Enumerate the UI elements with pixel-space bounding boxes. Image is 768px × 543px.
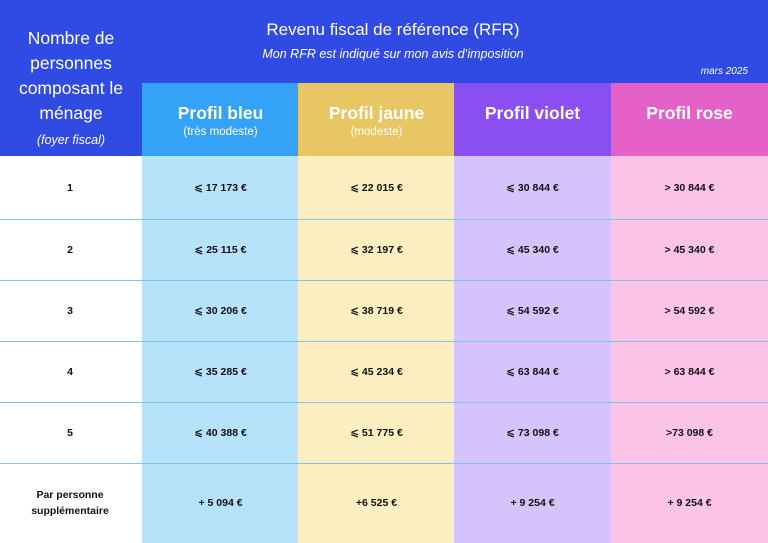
household-size-cell: Par personne supplémentaire	[31, 489, 109, 517]
income-threshold-cell: ⩽ 54 592 €	[506, 304, 559, 317]
income-threshold-cell: + 5 094 €	[198, 497, 243, 509]
profile-column-background	[298, 156, 455, 543]
household-count-label: Nombre de personnes composant le ménage	[18, 28, 124, 123]
row-divider	[0, 463, 768, 464]
profile-column-background	[454, 156, 611, 543]
income-threshold-cell: ⩽ 35 285 €	[194, 365, 247, 378]
date-label: mars 2025	[700, 66, 748, 77]
income-threshold-cell: ⩽ 45 234 €	[350, 365, 403, 378]
row-divider	[0, 219, 768, 220]
profile-name: Profil jaune	[328, 103, 425, 123]
income-threshold-cell: ⩽ 30 844 €	[506, 181, 559, 194]
income-threshold-cell: ⩽ 38 719 €	[350, 304, 403, 317]
household-count-note: (foyer fiscal)	[36, 133, 106, 147]
household-size-cell: 1	[67, 181, 73, 194]
income-threshold-cell: +6 525 €	[355, 497, 398, 509]
row-divider	[0, 341, 768, 342]
profile-name: Profil rose	[646, 103, 733, 123]
income-threshold-cell: ⩽ 17 173 €	[194, 181, 247, 194]
row-divider	[0, 402, 768, 403]
profile-note: (très modeste)	[183, 126, 258, 138]
income-threshold-cell: ⩽ 25 115 €	[194, 243, 247, 256]
income-threshold-cell: >73 098 €	[665, 426, 713, 439]
profile-column-background	[611, 156, 768, 543]
row-divider	[0, 280, 768, 281]
income-threshold-cell: > 63 844 €	[664, 365, 715, 378]
income-threshold-cell: ⩽ 40 388 €	[194, 426, 247, 439]
profile-column-header: Profil jaune (modeste)	[298, 83, 455, 156]
income-threshold-cell: > 54 592 €	[664, 304, 715, 317]
profile-column-header: Profil rose	[611, 83, 768, 156]
profile-name: Profil bleu	[177, 103, 264, 123]
profile-column-background	[142, 156, 299, 543]
household-size-cell: 3	[67, 304, 73, 317]
income-threshold-cell: + 9 254 €	[510, 497, 555, 509]
income-threshold-cell: ⩽ 22 015 €	[350, 181, 403, 194]
income-threshold-cell: > 30 844 €	[664, 181, 715, 194]
income-threshold-cell: ⩽ 51 775 €	[350, 426, 403, 439]
household-count-header: Nombre de personnes composant le ménage …	[0, 26, 142, 150]
page-subtitle: Mon RFR est indiqué sur mon avis d’impos…	[262, 47, 524, 61]
household-size-cell: 5	[67, 426, 73, 439]
income-threshold-cell: > 45 340 €	[664, 243, 715, 256]
household-size-cell: 4	[67, 365, 73, 378]
income-threshold-cell: ⩽ 45 340 €	[506, 243, 559, 256]
household-size-cell: 2	[67, 243, 73, 256]
income-threshold-cell: ⩽ 63 844 €	[506, 365, 559, 378]
income-threshold-cell: ⩽ 73 098 €	[506, 426, 559, 439]
profile-name: Profil violet	[484, 103, 581, 123]
profile-column-header: Profil violet	[454, 83, 611, 156]
page-title: Revenu fiscal de référence (RFR)	[266, 20, 520, 39]
income-threshold-cell: ⩽ 32 197 €	[350, 243, 403, 256]
income-threshold-cell: + 9 254 €	[667, 497, 712, 509]
profile-note: (modeste)	[350, 126, 403, 138]
profile-column-header: Profil bleu (très modeste)	[142, 83, 299, 156]
income-threshold-cell: ⩽ 30 206 €	[194, 304, 247, 317]
